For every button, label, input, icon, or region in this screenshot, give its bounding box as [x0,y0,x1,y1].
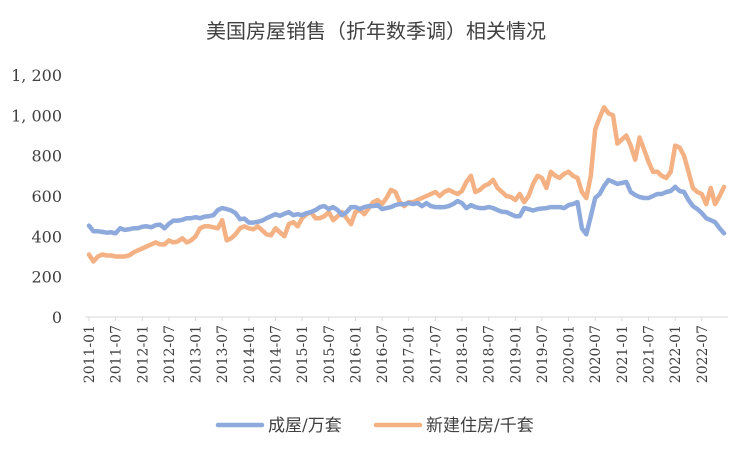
legend-label-new-homes: 新建住房/千套 [426,416,534,436]
x-tick-label: 2013-01 [189,325,205,383]
x-axis: 2011-01 2011-07 2012-01 2012-07 2013-01 2013-… [82,317,711,383]
y-tick-label: 200 [31,268,62,287]
x-tick-label: 2022-01 [668,325,684,383]
x-tick-label: 2012-01 [135,325,151,383]
x-tick-label: 2022-07 [695,325,711,383]
x-tick-label: 2015-01 [295,325,311,383]
x-tick-label: 2017-01 [402,325,418,383]
x-tick-label: 2016-01 [348,325,364,383]
x-tick-label: 2019-01 [508,325,524,383]
x-tick-label: 2013-07 [215,325,231,383]
x-tick-label: 2021-07 [642,325,658,383]
y-tick-label: 800 [31,147,62,166]
legend: 成屋/万套 新建住房/千套 [215,416,534,436]
series-group [86,105,727,264]
x-tick-label: 2017-07 [428,325,444,383]
y-tick-label: 1, 000 [11,106,62,125]
x-tick-label: 2021-01 [615,325,631,383]
x-tick-label: 2011-07 [109,325,125,383]
y-axis: 0 200 400 600 800 1, 000 1, 200 [11,66,62,327]
legend-label-existing-homes: 成屋/万套 [268,416,342,436]
x-tick-label: 2018-07 [482,325,498,383]
y-tick-label: 0 [52,308,62,327]
x-tick-label: 2019-07 [535,325,551,383]
y-tick-label: 600 [31,187,62,206]
y-tick-label: 1, 200 [11,66,62,85]
chart-title: 美国房屋销售（折年数季调）相关情况 [206,19,546,43]
x-tick-label: 2011-01 [82,325,98,383]
x-tick-label: 2012-07 [162,325,178,383]
y-tick-label: 400 [31,227,62,246]
series-line-existing-homes [86,177,727,237]
x-tick-label: 2018-01 [455,325,471,383]
x-tick-label: 2020-07 [588,325,604,383]
x-tick-label: 2014-01 [242,325,258,383]
x-tick-label: 2020-01 [562,325,578,383]
x-tick-label: 2014-07 [269,325,285,383]
x-tick-label: 2015-07 [322,325,338,383]
x-tick-label: 2016-07 [375,325,391,383]
